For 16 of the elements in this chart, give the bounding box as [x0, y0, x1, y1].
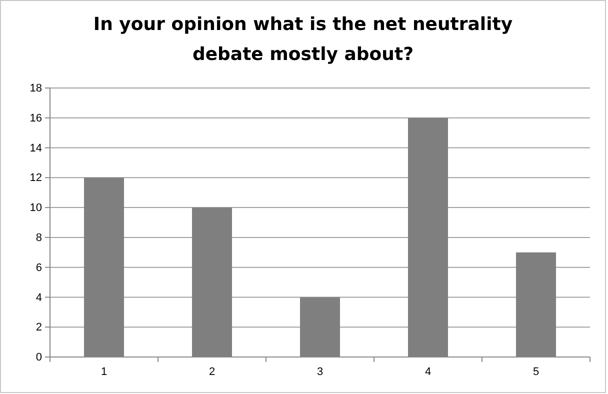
y-tick-label: 0 [36, 352, 42, 364]
x-tick-label: 4 [424, 366, 432, 378]
y-tick-label: 4 [36, 292, 42, 304]
y-tick-label: 8 [36, 232, 42, 244]
y-tick-label: 2 [36, 322, 42, 334]
y-tick-label: 12 [30, 172, 42, 184]
chart-title: In your opinion what is the net neutrality debate mostly about? [93, 14, 513, 65]
y-tick-label: 6 [36, 262, 42, 274]
x-tick-label: 3 [316, 366, 324, 378]
y-tick-label: 14 [30, 142, 42, 154]
x-tick-label: 1 [100, 366, 108, 378]
y-tick-label: 16 [30, 112, 42, 124]
x-tick-label: 5 [532, 366, 540, 378]
x-tick-label: 2 [208, 366, 216, 378]
y-tick-label: 18 [30, 82, 42, 95]
y-tick-label: 10 [30, 202, 42, 214]
